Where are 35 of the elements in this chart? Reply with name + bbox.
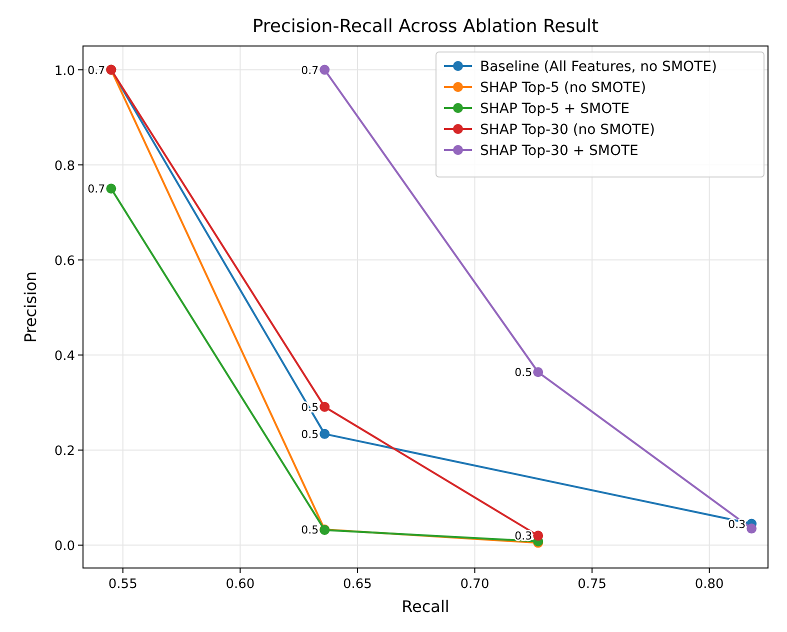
annotation: 0.7 [88,182,106,196]
point [320,402,330,412]
point [746,524,757,534]
legend-label: Baseline (All Features, no SMOTE) [480,59,717,75]
point [320,64,330,75]
annotation: 0.7 [301,64,319,77]
annotation: 0.7 [88,64,106,77]
annotation: 0.5 [301,523,319,536]
annotation: 0.3 [728,518,746,531]
x-tick-label: 0.70 [460,577,490,592]
x-axis-title: Recall [402,597,450,616]
annotation: 0.5 [514,366,532,380]
y-tick-label: 0.8 [54,158,75,174]
x-tick-label: 0.75 [578,577,607,592]
x-tick-label: 0.80 [694,577,724,592]
legend-label: SHAP Top-5 (no SMOTE) [480,80,646,96]
x-tick-label: 0.55 [108,577,138,592]
point [106,184,116,194]
y-axis-title: Precision [21,271,40,343]
x-tick-label: 0.60 [226,577,255,592]
y-tick-label: 0.0 [54,539,75,554]
chart-title: Precision-Recall Across Ablation Result [252,16,599,37]
annotation: 0.5 [301,428,319,441]
y-tick-label: 0.2 [54,444,75,460]
point [533,530,544,541]
point [533,367,544,378]
y-tick-label: 0.6 [54,254,75,269]
point [320,428,330,439]
legend-label: SHAP Top-5 + SMOTE [480,101,630,117]
y-tick-label: 0.4 [54,349,75,364]
legend-label: SHAP Top-30 (no SMOTE) [480,122,656,138]
annotation: 0.3 [514,530,532,543]
legend-label: SHAP Top-30 + SMOTE [480,143,638,159]
x-tick-label: 0.65 [342,577,372,592]
y-tick-label: 1.0 [54,64,75,79]
